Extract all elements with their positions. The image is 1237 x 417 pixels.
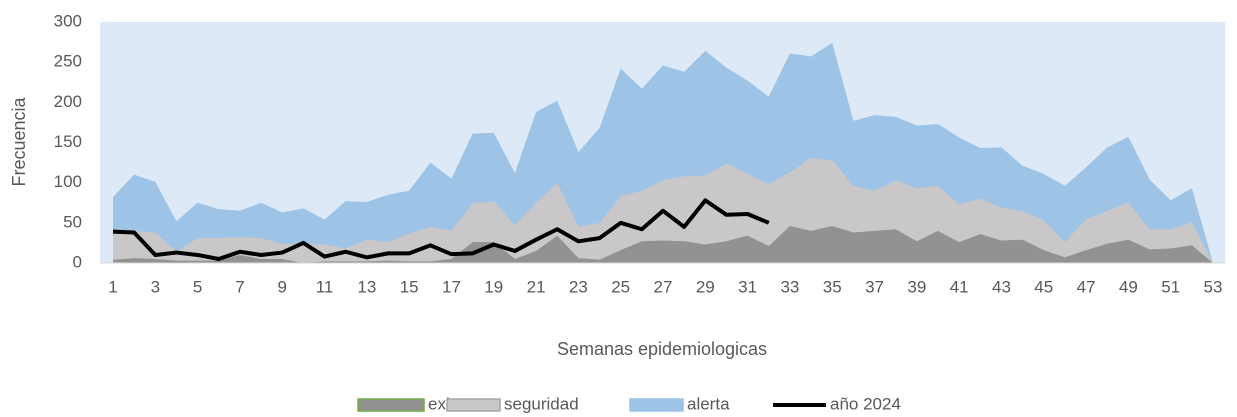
y-tick-label: 250 (54, 52, 82, 71)
legend-swatch (446, 398, 501, 412)
x-tick-label: 19 (484, 277, 503, 296)
x-tick-label: 37 (865, 277, 884, 296)
x-tick-label: 41 (950, 277, 969, 296)
x-tick-label: 29 (696, 277, 715, 296)
x-tick-label: 53 (1204, 277, 1223, 296)
x-tick-label: 49 (1119, 277, 1138, 296)
x-axis-title: Semanas epidemiologicas (557, 339, 767, 359)
y-tick-label: 300 (54, 11, 82, 30)
legend-label: año 2024 (830, 394, 901, 413)
x-tick-label: 9 (277, 277, 286, 296)
legend-label: alerta (687, 394, 730, 413)
x-tick-label: 35 (823, 277, 842, 296)
x-tick-label: 5 (193, 277, 202, 296)
x-tick-label: 21 (527, 277, 546, 296)
legend-swatch (357, 398, 425, 412)
x-tick-label: 1 (108, 277, 117, 296)
x-tick-label: 27 (654, 277, 673, 296)
x-tick-label: 51 (1161, 277, 1180, 296)
legend-swatch (629, 398, 684, 412)
area (113, 226, 1213, 263)
x-tick-label: 39 (907, 277, 926, 296)
y-tick-label: 0 (73, 252, 82, 271)
y-tick-label: 50 (63, 212, 82, 231)
x-tick-label: 13 (357, 277, 376, 296)
x-tick-label: 3 (151, 277, 160, 296)
x-tick-label: 17 (442, 277, 461, 296)
x-tick-label: 7 (235, 277, 244, 296)
y-tick-label: 150 (54, 132, 82, 151)
x-tick-label: 47 (1077, 277, 1096, 296)
line (112, 198, 770, 261)
x-tick-label: 43 (992, 277, 1011, 296)
legend-label: seguridad (504, 394, 579, 413)
x-tick-label: 45 (1034, 277, 1053, 296)
y-axis-title: Frecuencia (9, 96, 29, 186)
x-tick-label: 33 (780, 277, 799, 296)
y-tick-label: 200 (54, 92, 82, 111)
x-tick-label: 23 (569, 277, 588, 296)
x-tick-label: 31 (738, 277, 757, 296)
x-tick-label: 11 (316, 277, 334, 296)
x-tick-label: 15 (400, 277, 419, 296)
y-tick-label: 100 (54, 172, 82, 191)
x-tick-label: 25 (611, 277, 630, 296)
